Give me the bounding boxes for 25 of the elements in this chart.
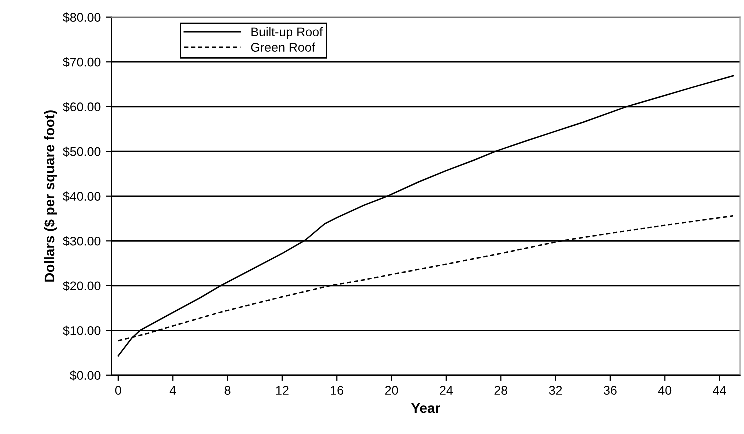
x-tick-label: 40: [658, 386, 672, 396]
x-tick-label: 44: [713, 386, 726, 395]
x-axis-title: Year: [412, 404, 440, 414]
legend-label: Built-up Roof: [252, 27, 323, 40]
x-tick-label: 0: [115, 386, 122, 396]
x-tick-label: 32: [549, 386, 562, 396]
x-tick-label: 28: [494, 386, 508, 396]
x-tick-label: 20: [385, 386, 398, 396]
x-tick-label: 36: [604, 386, 617, 396]
y-tick-label: $30.00: [63, 236, 101, 247]
y-tick-label: $60.00: [63, 102, 101, 112]
legend-label: Green Roof: [251, 42, 316, 52]
y-tick-label: $20.00: [63, 281, 101, 292]
y-tick-label: $50.00: [63, 146, 101, 158]
x-tick-label: 8: [224, 386, 231, 396]
y-tick-label: $0.00: [70, 370, 101, 381]
x-tick-label: 12: [276, 386, 289, 395]
y-tick-label: $70.00: [63, 57, 101, 68]
y-tick-label: $10.00: [63, 326, 101, 336]
x-tick-label: 24: [440, 386, 454, 395]
x-tick-label: 4: [170, 386, 176, 395]
y-tick-label: $80.00: [63, 12, 101, 23]
y-tick-label: $40.00: [63, 192, 101, 202]
x-tick-label: 16: [331, 386, 344, 396]
y-axis-title: Dollars ($ per square foot): [44, 110, 58, 282]
